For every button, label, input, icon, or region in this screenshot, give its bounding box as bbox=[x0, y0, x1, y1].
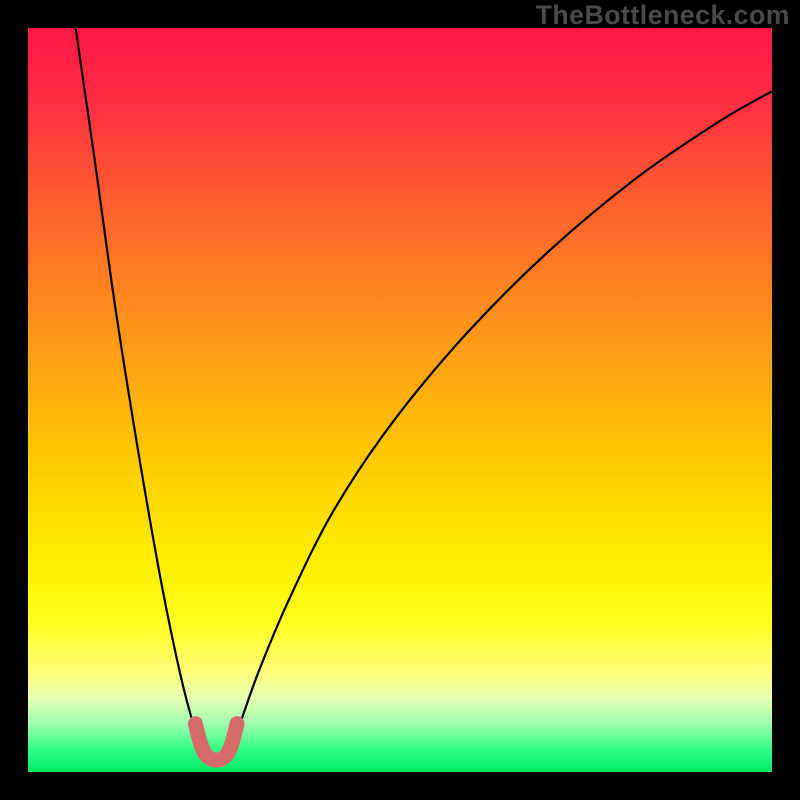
watermark-text: TheBottleneck.com bbox=[536, 0, 790, 31]
chart-background bbox=[28, 28, 772, 772]
bottleneck-chart bbox=[0, 0, 800, 800]
